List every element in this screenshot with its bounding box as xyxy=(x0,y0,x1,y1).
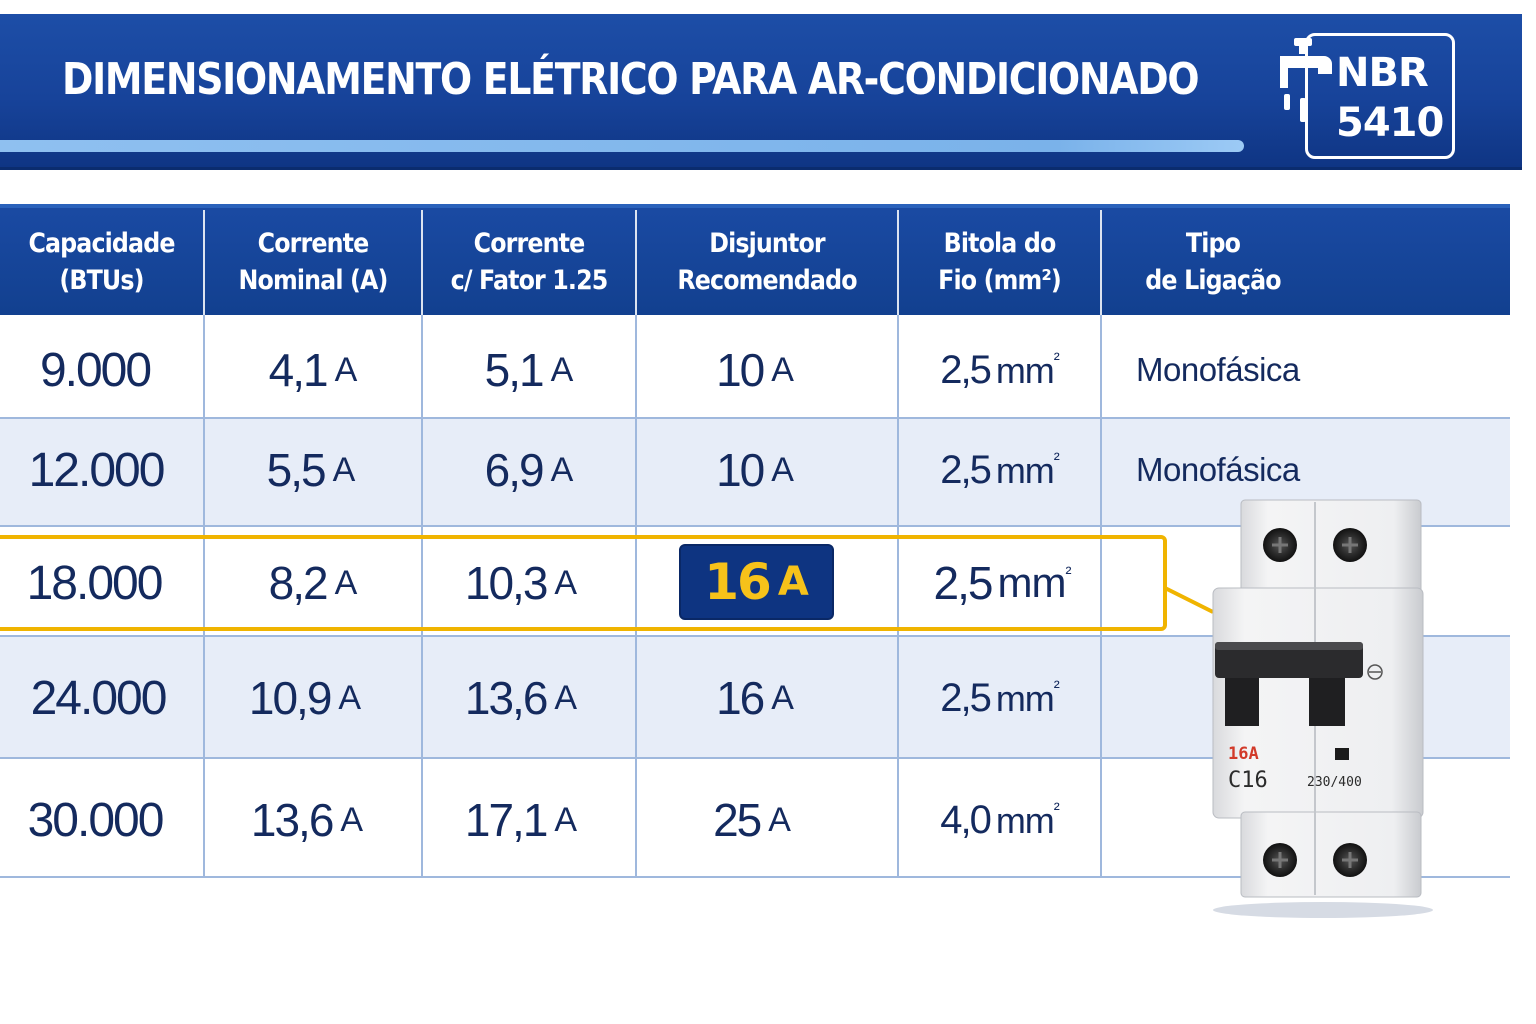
header-capacidade: Capacidade (BTUs) xyxy=(28,227,175,296)
nbr-label: NBR xyxy=(1336,50,1429,96)
header-disjuntor: Disjuntor Recomendado xyxy=(677,227,857,296)
header-tipo: Tipo de Ligação xyxy=(1145,227,1281,296)
cell-nominal: 8,2 A xyxy=(268,557,358,609)
cell-fator: 17,1 A xyxy=(464,794,578,846)
cell-nominal: 13,6 A xyxy=(250,794,364,846)
header-bitola: Bitola do Fio (mm²) xyxy=(938,227,1062,296)
cell-fator: 5,1 A xyxy=(484,344,574,396)
header-banner: DIMENSIONAMENTO ELÉTRICO PARA AR-CONDICI… xyxy=(0,14,1522,170)
cell-disjuntor: 10 A xyxy=(716,344,794,396)
cell-disjuntor: 16 A xyxy=(716,672,794,724)
column-divider xyxy=(635,315,637,877)
cell-nominal: 4,1 A xyxy=(268,344,358,396)
nbr-badge-text: NBR 5410 xyxy=(1336,48,1446,148)
column-divider xyxy=(203,315,205,877)
breaker-model-label: C16 xyxy=(1228,768,1268,793)
cell-tipo: Monofásica xyxy=(1136,351,1300,388)
cell-disjuntor: 10 A xyxy=(716,444,794,496)
cell-bitola: 2,5 mm² xyxy=(940,447,1060,492)
cell-bitola: 2,5 mm² xyxy=(933,557,1072,609)
cell-fator: 10,3 A xyxy=(464,557,578,609)
highlighted-row-frame xyxy=(0,535,1167,631)
recommended-breaker-chip: 16 A xyxy=(679,544,834,620)
cell-nominal: 5,5 A xyxy=(266,444,356,496)
column-divider xyxy=(897,315,899,877)
cell-bitola: 2,5 mm² xyxy=(940,347,1060,392)
header-corrente-fator: Corrente c/ Fator 1.25 xyxy=(450,227,609,296)
header-divider xyxy=(1100,210,1102,315)
header-divider xyxy=(635,210,637,315)
cell-nominal: 10,9 A xyxy=(248,672,362,724)
table-top-line xyxy=(0,204,1510,208)
column-divider xyxy=(421,315,423,877)
faucet-plug-icon xyxy=(1280,38,1332,122)
cell-fator: 6,9 A xyxy=(484,444,574,496)
table-header: Capacidade (BTUs) Corrente Nominal (A) C… xyxy=(0,208,1510,315)
nbr-number: 5410 xyxy=(1336,100,1444,146)
page-title: DIMENSIONAMENTO ELÉTRICO PARA AR-CONDICI… xyxy=(62,54,1200,105)
cell-fator: 13,6 A xyxy=(464,672,578,724)
cell-btu: 18.000 xyxy=(26,556,164,610)
cell-tipo: Monofásica xyxy=(1136,451,1300,488)
nbr-badge xyxy=(1305,33,1455,159)
callout-pointer xyxy=(1164,586,1214,614)
header-corrente-nominal: Corrente Nominal (A) xyxy=(238,227,389,296)
table-row xyxy=(0,315,1510,419)
cell-btu: 9.000 xyxy=(39,343,152,397)
cell-bitola: 4,0 mm² xyxy=(940,797,1060,842)
header-divider xyxy=(203,210,205,315)
cell-bitola: 2,5 mm² xyxy=(940,675,1060,720)
cell-btu: 24.000 xyxy=(30,671,168,725)
cell-btu: 30.000 xyxy=(27,793,165,847)
breaker-voltage-label: 230/400 xyxy=(1307,775,1362,790)
header-divider xyxy=(897,210,899,315)
column-divider xyxy=(1100,315,1102,877)
header-accent-stripe xyxy=(0,140,1244,152)
circuit-breaker-illustration xyxy=(1212,499,1433,918)
breaker-rating-label: 16A xyxy=(1228,744,1259,764)
cell-disjuntor: 25 A xyxy=(713,794,791,846)
cell-btu: 12.000 xyxy=(28,443,166,497)
header-divider xyxy=(421,210,423,315)
